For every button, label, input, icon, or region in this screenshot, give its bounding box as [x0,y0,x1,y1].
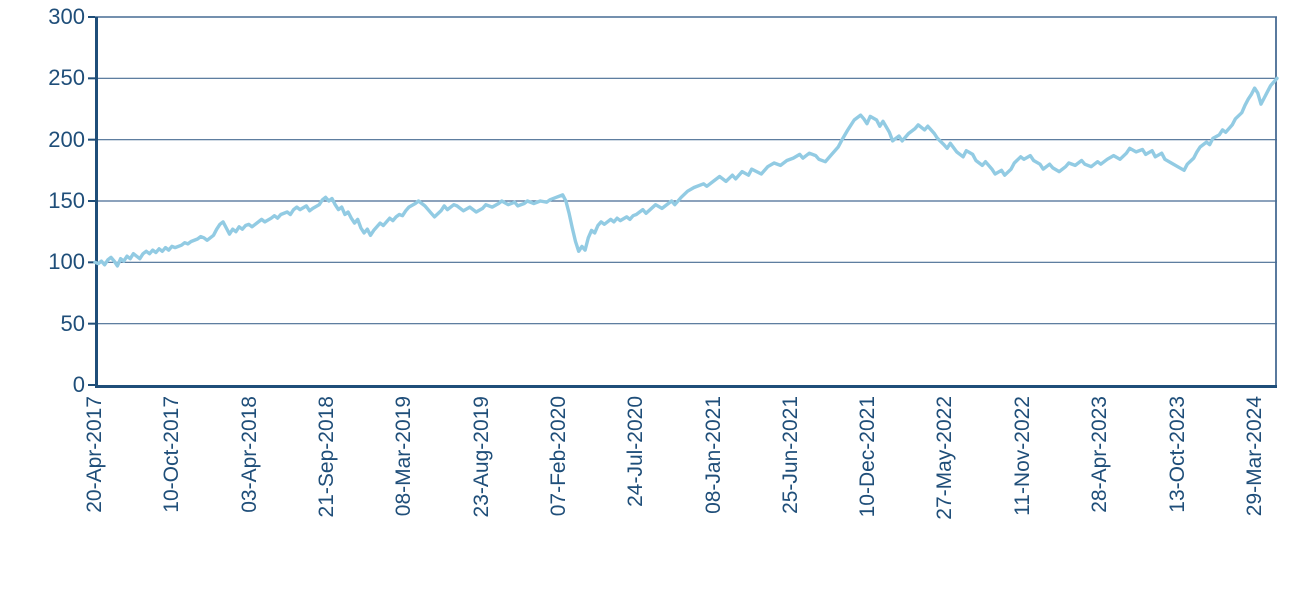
x-axis-label: 25-Jun-2021 [779,396,803,514]
y-axis-label: 200 [48,126,85,152]
y-axis-label: 300 [48,4,85,29]
series-line [93,76,1279,268]
y-axis-label: 250 [48,65,85,91]
x-axis-label: 20-Apr-2017 [83,396,106,513]
x-axis-label: 10-Dec-2021 [856,396,880,518]
x-axis-label: 07-Feb-2020 [546,396,570,517]
x-axis-label: 21-Sep-2018 [314,396,338,518]
plot-area [88,16,1279,388]
x-axis-label: 29-Mar-2024 [1242,396,1266,517]
x-axis-label: 27-May-2022 [933,396,957,520]
x-axis-label: 03-Apr-2018 [237,396,261,513]
y-axis-label: 50 [60,310,85,336]
x-axis-label: 23-Aug-2019 [469,396,493,518]
y-axis-label: 150 [48,188,85,213]
x-axis-label: 08-Mar-2019 [392,396,416,517]
x-axis-label: 10-Oct-2017 [160,396,184,513]
y-axis-label: 100 [48,249,85,275]
x-axis-label: 13-Oct-2023 [1165,396,1189,513]
y-axis-label: 0 [72,372,85,397]
x-axis-label: 28-Apr-2023 [1088,396,1112,513]
x-axis-label: 08-Jan-2021 [701,396,725,514]
x-axis-label: 11-Nov-2022 [1010,396,1034,516]
x-axis-label: 24-Jul-2020 [624,396,648,507]
